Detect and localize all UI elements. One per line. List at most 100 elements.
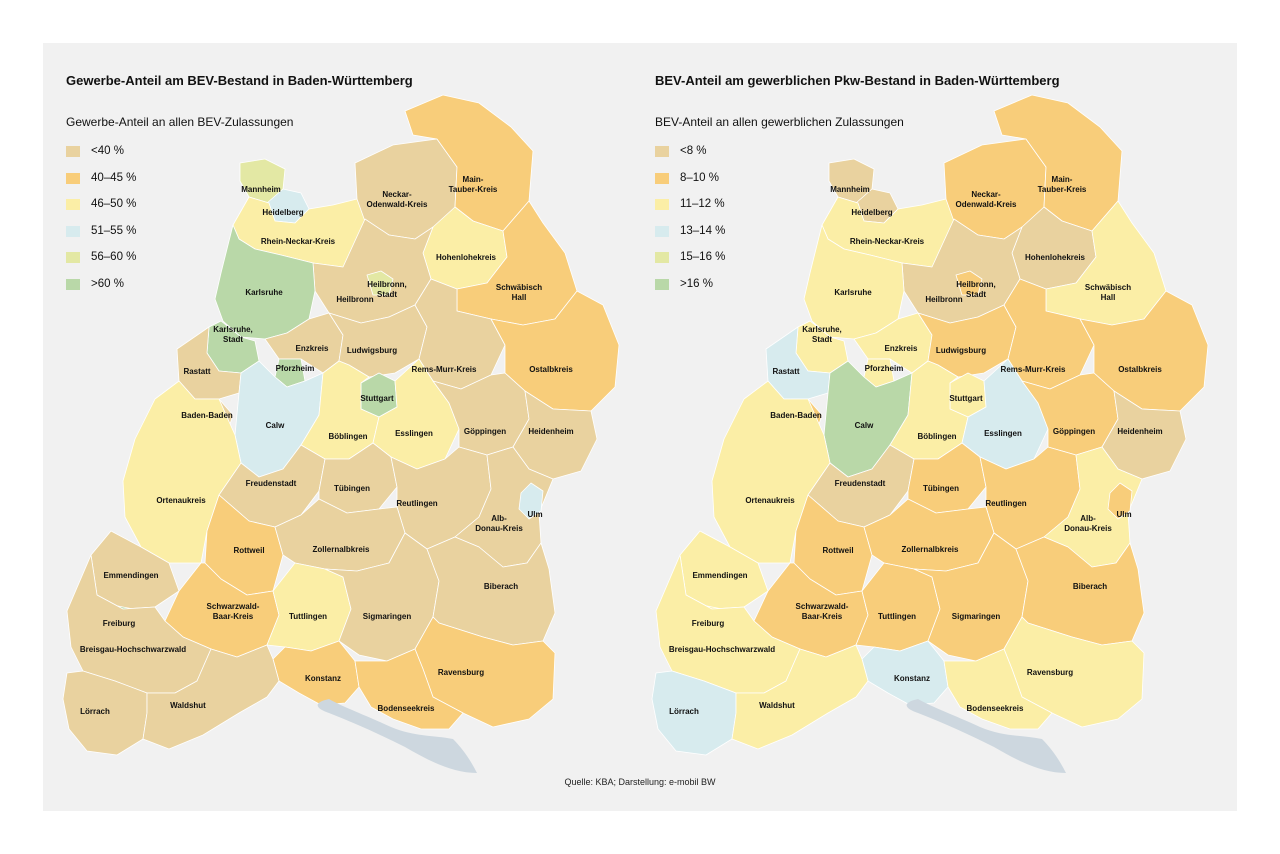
district-label-rottweil: Rottweil xyxy=(233,546,264,555)
legend-item: 51–55 % xyxy=(66,225,136,252)
district-label-biberach: Biberach xyxy=(484,582,518,591)
district-label-neckar-odenwald-kreis: Neckar- xyxy=(382,190,412,199)
district-label-heilbronn: Heilbronn xyxy=(336,295,373,304)
district-tuttlingen xyxy=(855,562,941,652)
district-label-sigmaringen: Sigmaringen xyxy=(952,612,1001,621)
district-label-main-tauber-kreis: Main- xyxy=(1052,175,1073,184)
legend-label: 56–60 % xyxy=(91,251,137,263)
district-label-ludwigsburg: Ludwigsburg xyxy=(936,346,986,355)
district-rems-murr-kreis xyxy=(1003,278,1095,390)
legend-swatch xyxy=(655,252,669,263)
district-label-schwaebisch-hall: Hall xyxy=(1101,293,1116,302)
legend-item: 15–16 % xyxy=(655,251,725,278)
district-label-breisgau-hochschwarzwald: Breisgau-Hochschwarzwald xyxy=(80,645,186,654)
legend-swatch xyxy=(655,172,669,184)
district-label-schwaebisch-hall: Hall xyxy=(512,293,527,302)
lake-constance xyxy=(906,699,1066,773)
district-label-schwarzwald-baar-kreis: Baar-Kreis xyxy=(802,612,843,621)
district-label-bodenseekreis: Bodenseekreis xyxy=(967,704,1024,713)
legend-label: <40 % xyxy=(91,145,124,157)
district-label-schwaebisch-hall: Schwäbisch xyxy=(496,283,542,292)
district-label-tuttlingen: Tuttlingen xyxy=(289,612,327,621)
left-choropleth-map: Mannheim Heidelberg Rhein-Neckar-Kreis Neck… xyxy=(62,94,620,773)
right-choropleth-map: Mannheim Heidelberg Rhein-Neckar-Kreis Neck… xyxy=(651,94,1209,773)
district-konstanz xyxy=(272,640,360,706)
legend-label: 51–55 % xyxy=(91,224,137,237)
legend-item: <40 % xyxy=(66,145,136,172)
district-label-rastatt: Rastatt xyxy=(183,367,210,376)
district-label-freiburg: Freiburg xyxy=(692,619,725,628)
district-label-schwarzwald-baar-kreis: Schwarzwald- xyxy=(796,602,849,611)
district-karlsruhe xyxy=(214,224,316,340)
district-heilbronn-stadt xyxy=(955,270,983,296)
district-label-ravensburg: Ravensburg xyxy=(438,668,484,677)
legend-item: >60 % xyxy=(66,278,136,305)
district-label-tuebingen: Tübingen xyxy=(334,484,370,493)
district-label-bodenseekreis: Bodenseekreis xyxy=(378,704,435,713)
district-waldshut xyxy=(142,644,280,750)
district-ulm xyxy=(518,482,544,520)
district-bodenseekreis xyxy=(354,648,464,730)
district-label-karlsruhe: Karlsruhe xyxy=(834,288,872,297)
legend-swatch xyxy=(66,172,80,184)
legend-item: 40–45 % xyxy=(66,172,136,199)
district-ludwigsburg xyxy=(328,304,428,378)
right-map-title: BEV-Anteil am gewerblichen Pkw-Bestand i… xyxy=(655,73,1060,88)
legend-label: >60 % xyxy=(91,277,124,290)
district-label-main-tauber-kreis: Tauber-Kreis xyxy=(449,185,498,194)
district-label-konstanz: Konstanz xyxy=(305,674,341,683)
district-label-esslingen: Esslingen xyxy=(984,429,1022,438)
district-label-schwaebisch-hall: Schwäbisch xyxy=(1085,283,1131,292)
district-label-heilbronn: Heilbronn xyxy=(925,295,962,304)
district-label-baden-baden: Baden-Baden xyxy=(181,411,233,420)
district-label-karlsruhe-stadt: Stadt xyxy=(223,335,243,344)
district-label-main-tauber-kreis: Main- xyxy=(463,175,484,184)
legend-item: <8 % xyxy=(655,145,725,172)
district-label-stuttgart: Stuttgart xyxy=(949,394,983,403)
source-note: Quelle: KBA; Darstellung: e-mobil BW xyxy=(564,777,716,787)
district-label-goeppingen: Göppingen xyxy=(1053,427,1095,436)
district-bodenseekreis xyxy=(943,648,1053,730)
legend-item: 13–14 % xyxy=(655,225,725,252)
district-label-karlsruhe-stadt: Karlsruhe, xyxy=(213,325,253,334)
district-karlsruhe xyxy=(803,224,905,340)
lake-constance xyxy=(317,699,477,773)
district-label-karlsruhe: Karlsruhe xyxy=(245,288,283,297)
district-label-heilbronn-stadt: Heilbronn, xyxy=(956,280,996,289)
district-label-karlsruhe-stadt: Stadt xyxy=(812,335,832,344)
district-label-rottweil: Rottweil xyxy=(822,546,853,555)
district-label-tuebingen: Tübingen xyxy=(923,484,959,493)
district-label-zollernalbkreis: Zollernalbkreis xyxy=(902,545,959,554)
district-label-neckar-odenwald-kreis: Odenwald-Kreis xyxy=(956,200,1017,209)
legend-label: 8–10 % xyxy=(680,171,720,184)
district-tuttlingen xyxy=(266,562,352,652)
legend-swatch xyxy=(655,146,669,157)
legend-label: <8 % xyxy=(680,145,707,157)
legend-swatch xyxy=(66,146,80,157)
district-label-ortenaukreis: Ortenaukreis xyxy=(745,496,795,505)
legend-item: 8–10 % xyxy=(655,172,725,199)
district-label-rhein-neckar-kreis: Rhein-Neckar-Kreis xyxy=(850,237,925,246)
district-label-ostalbkreis: Ostalbkreis xyxy=(1118,365,1162,374)
district-label-stuttgart: Stuttgart xyxy=(360,394,394,403)
district-label-pforzheim: Pforzheim xyxy=(865,364,904,373)
district-label-emmendingen: Emmendingen xyxy=(103,571,158,580)
district-label-konstanz: Konstanz xyxy=(894,674,930,683)
district-label-schwarzwald-baar-kreis: Baar-Kreis xyxy=(213,612,254,621)
district-label-waldshut: Waldshut xyxy=(170,701,206,710)
district-label-freiburg: Freiburg xyxy=(103,619,136,628)
district-label-rastatt: Rastatt xyxy=(772,367,799,376)
district-label-goeppingen: Göppingen xyxy=(464,427,506,436)
district-label-reutlingen: Reutlingen xyxy=(396,499,437,508)
district-label-ostalbkreis: Ostalbkreis xyxy=(529,365,573,374)
legend-label: 13–14 % xyxy=(680,224,726,237)
legend-swatch xyxy=(655,199,669,210)
district-label-ravensburg: Ravensburg xyxy=(1027,668,1073,677)
district-heidenheim xyxy=(1101,390,1187,480)
district-waldshut xyxy=(731,644,869,750)
district-label-reutlingen: Reutlingen xyxy=(985,499,1026,508)
left-legend-title: Gewerbe-Anteil an allen BEV-Zulassungen xyxy=(66,115,294,129)
legend-label: 11–12 % xyxy=(680,198,725,210)
district-label-alb-donau-kreis: Donau-Kreis xyxy=(1064,524,1112,533)
legend-swatch xyxy=(66,225,80,237)
